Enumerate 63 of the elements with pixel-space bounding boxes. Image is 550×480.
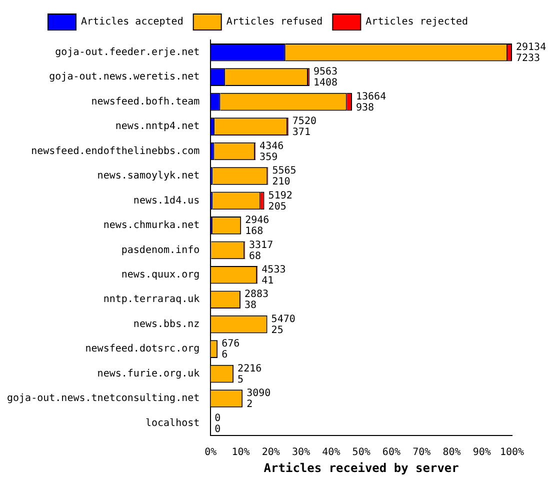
legend-label: Articles accepted [80,16,184,28]
y-tick-label: newsfeed.bofh.team [91,96,200,108]
annotation: 676 [222,338,240,350]
legend-label: Articles rejected [366,16,468,28]
annotation: 0 [214,424,221,435]
annotation: 2 [246,399,253,410]
annotation: 3317 [249,240,274,251]
x-tick-label: 90% [472,447,491,458]
x-tick-label: 30% [292,447,310,458]
y-tick-label: newsfeed.dotsrc.org [85,344,200,355]
annotation: 371 [292,127,310,138]
annotation: 2216 [238,363,262,374]
x-tick-label: 40% [322,447,340,458]
y-tick-label: pasdenom.info [121,244,200,256]
annotation: 205 [268,201,286,212]
annotation: 68 [249,250,262,262]
x-axis-title: Articles received by server [264,460,459,475]
annotation: 4533 [262,264,286,276]
annotation: 938 [356,102,374,114]
y-tick-label: news.bbs.nz [133,318,200,330]
legend-label: Articles refused [226,16,323,28]
annotation: 7520 [292,116,316,128]
annotation: 5565 [272,166,296,177]
annotation: 6 [222,350,228,361]
annotation: 7233 [516,52,540,64]
x-tick-label: 10% [232,447,250,458]
y-tick-label: goja-out.news.tnetconsulting.net [7,393,200,404]
x-tick-label: 20% [262,447,280,458]
annotation: 359 [260,152,278,163]
annotation: 38 [244,300,257,312]
annotation: 2946 [245,215,270,226]
x-tick-label: 50% [352,447,370,458]
y-tick-label: news.furie.org.uk [97,368,200,380]
annotation: 41 [262,275,274,286]
annotation: 25 [271,324,284,336]
annotation: 210 [272,176,290,188]
x-tick-label: 0% [204,447,217,458]
y-tick-label: news.nntp4.net [115,121,200,132]
x-tick-label: 100% [500,447,524,458]
x-tick-label: 80% [442,447,461,458]
annotation: 9563 [313,66,338,78]
annotation: 0 [214,412,221,424]
annotation: 2883 [244,289,269,300]
annotation: 1408 [313,78,338,89]
annotation: 29134 [516,42,546,53]
annotation: 5470 [271,314,296,325]
y-tick-label: goja-out.news.weretis.net [49,72,200,83]
y-tick-label: goja-out.feeder.erje.net [55,46,200,58]
x-tick-label: 70% [412,447,431,458]
y-tick-label: newsfeed.endofthelinebbs.com [31,146,200,157]
annotation: 168 [245,226,264,238]
annotation: 5192 [268,190,292,202]
annotation: 13664 [356,91,386,102]
y-tick-label: localhost [145,418,200,429]
y-tick-label: news.chmurka.net [103,220,200,232]
annotation: 4346 [260,140,284,152]
y-tick-label: news.quux.org [121,269,200,280]
annotation: 3090 [246,388,271,400]
annotation: 5 [238,374,244,386]
y-tick-label: news.samoylyk.net [97,170,200,182]
x-tick-label: 60% [382,447,400,458]
y-tick-label: nntp.terraraq.uk [103,294,200,306]
y-tick-label: news.1d4.us [133,195,200,206]
